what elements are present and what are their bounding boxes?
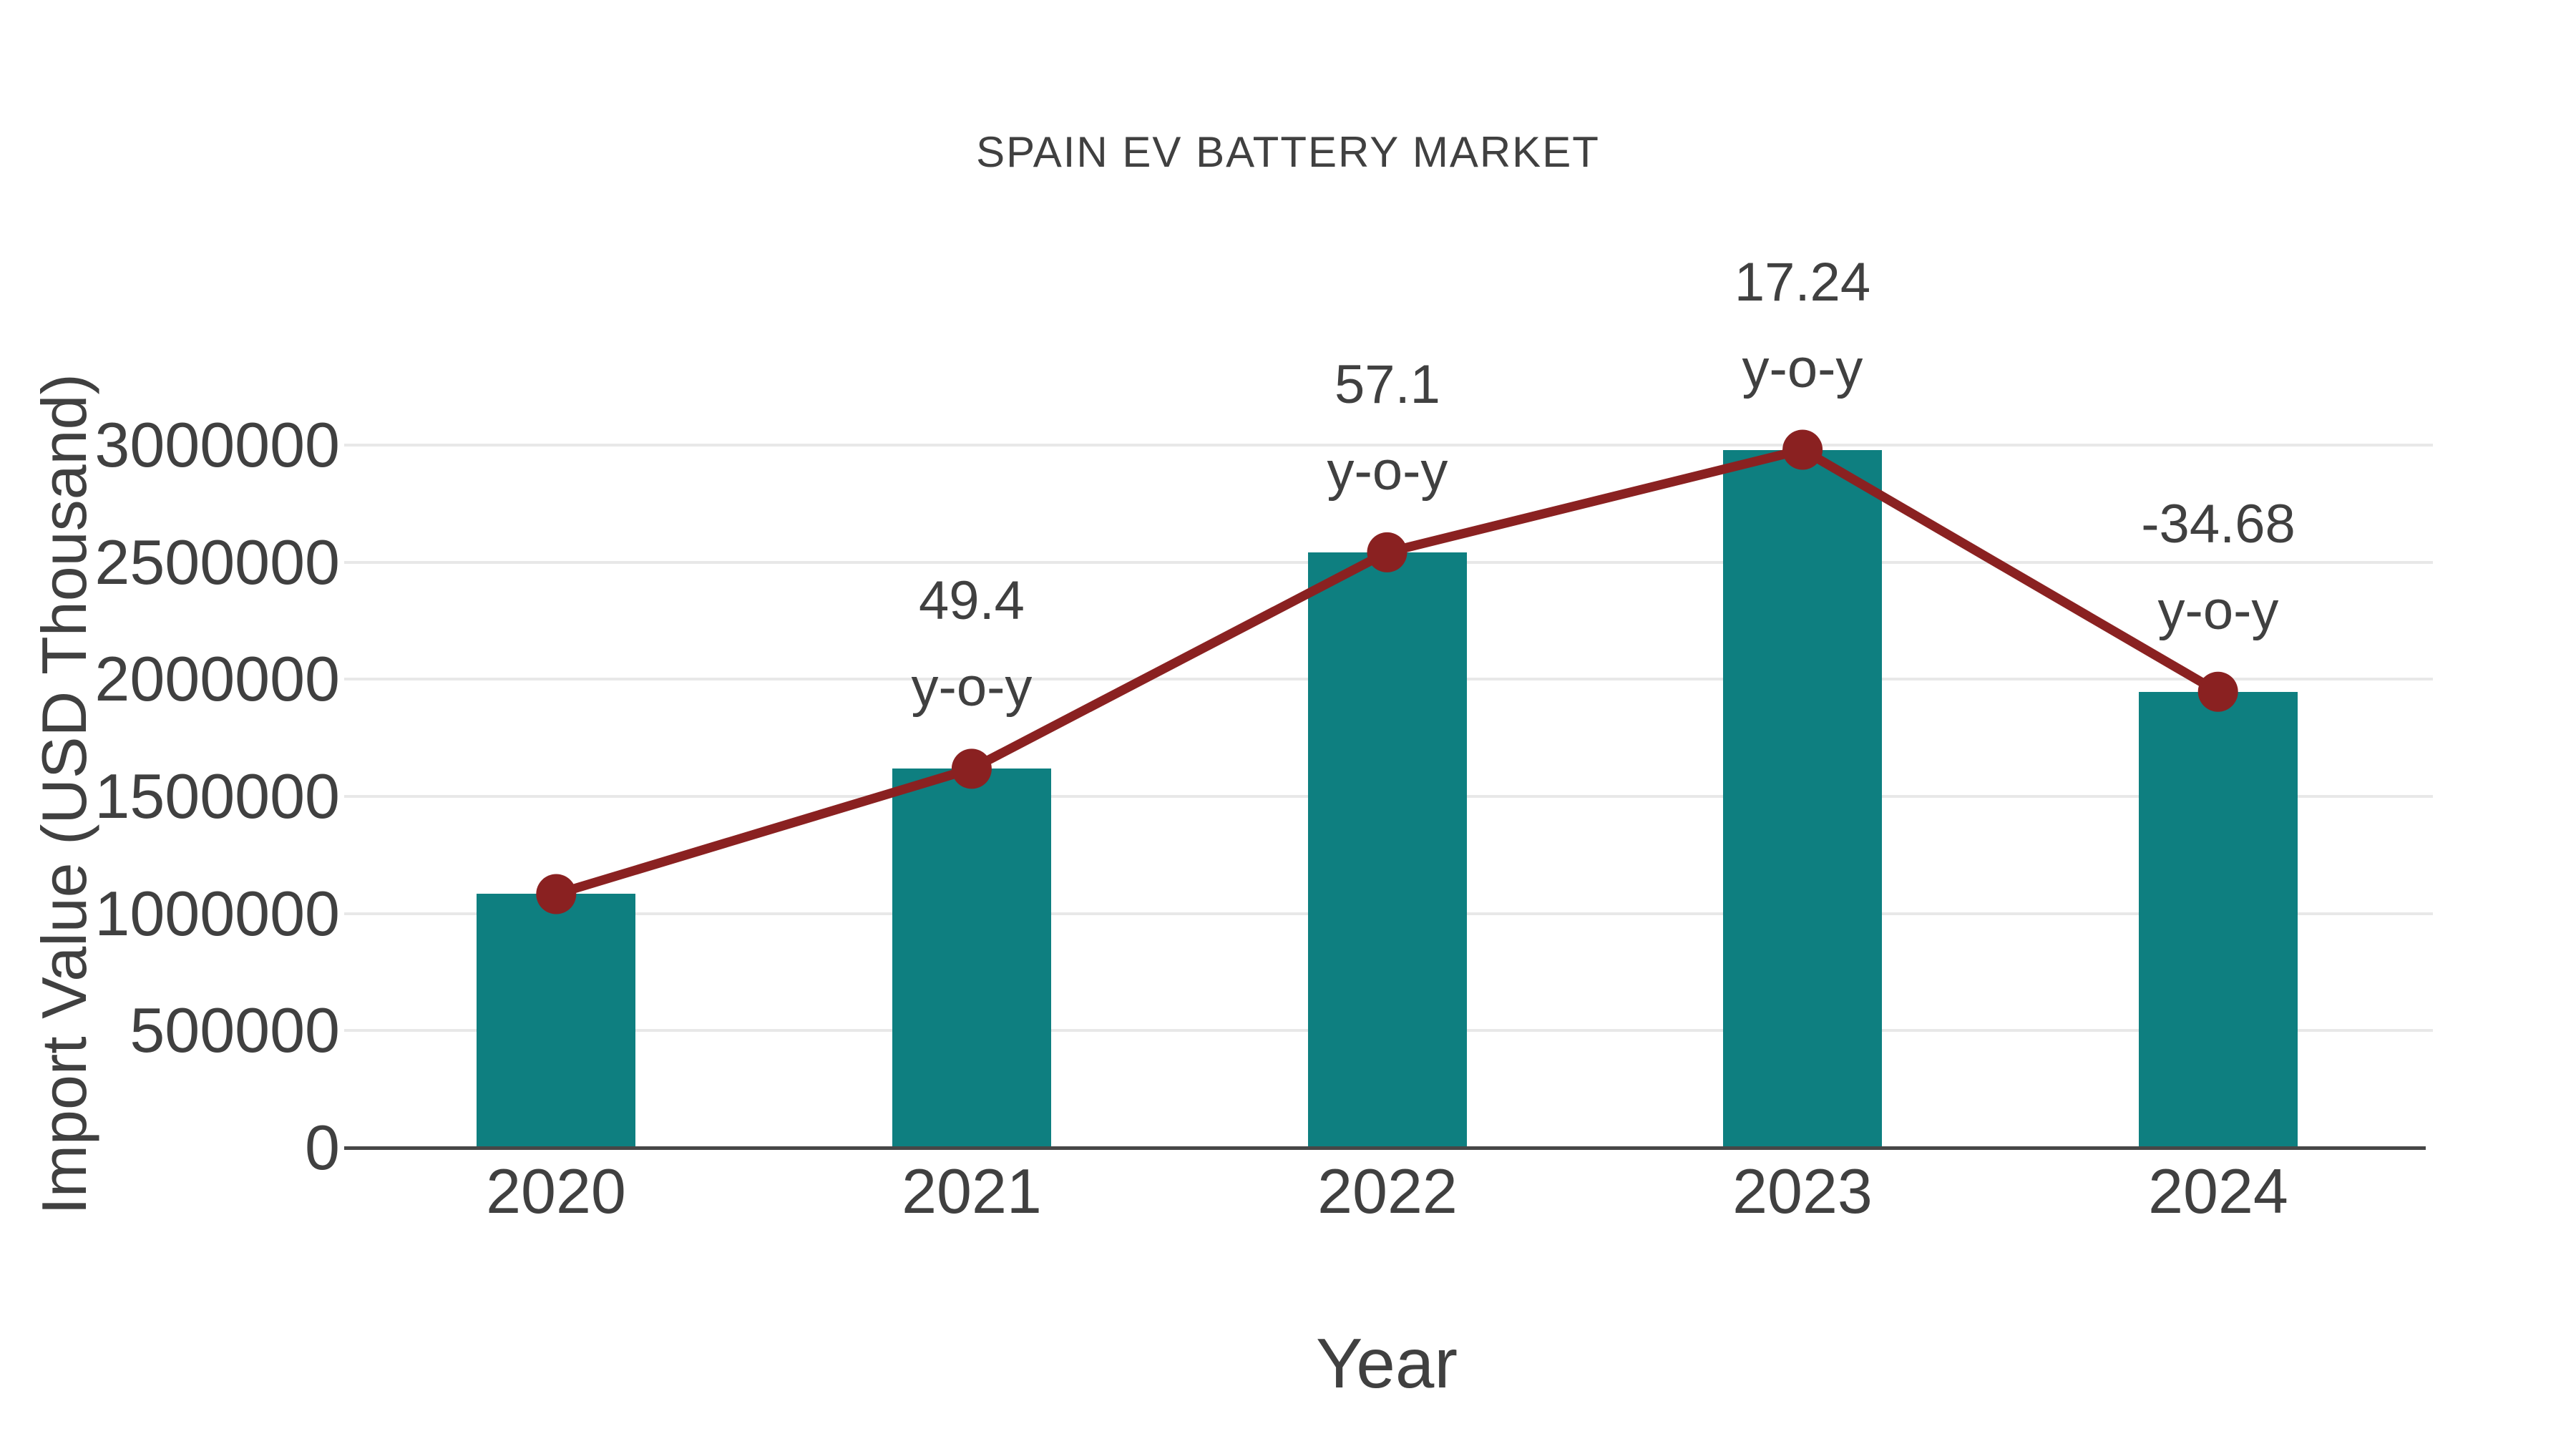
bar-2024 [2139,692,2298,1148]
x-tick-label-2022: 2022 [1317,1156,1458,1226]
yoy-annotation-2024: -34.68 y-o-y [1989,481,2447,654]
y-tick-label: 1500000 [94,761,340,831]
y-tick-label: 2000000 [94,643,340,714]
yoy-value: 49.4 [919,570,1025,631]
y-tick-label: 500000 [130,995,340,1065]
bar-2020 [477,894,635,1148]
yoy-annotation-2023: 17.24 y-o-y [1574,239,2031,412]
yoy-value: -34.68 [2141,494,2296,555]
yoy-suffix: y-o-y [1327,441,1448,502]
yoy-annotation-2022: 57.1 y-o-y [1158,341,1616,514]
yoy-value: 17.24 [1734,252,1871,313]
chart-title: SPAIN EV BATTERY MARKET [976,128,1600,176]
x-tick-label-2021: 2021 [902,1156,1042,1226]
x-axis-title: Year [1315,1324,1458,1402]
yoy-value: 57.1 [1335,354,1440,415]
yoy-suffix: y-o-y [2157,580,2279,641]
x-tick-label-2023: 2023 [1732,1156,1873,1226]
x-axis-line [344,1146,2426,1150]
y-tick-label: 3000000 [94,409,340,480]
bar-2021 [892,769,1051,1148]
y-tick-label: 2500000 [94,527,340,597]
yoy-suffix: y-o-y [911,657,1033,718]
y-tick-label: 1000000 [94,878,340,949]
y-tick-label: 0 [305,1112,340,1183]
bar-2022 [1308,552,1467,1148]
yoy-suffix: y-o-y [1742,338,1863,399]
x-tick-label-2020: 2020 [486,1156,626,1226]
bar-2023 [1723,450,1882,1148]
x-tick-label-2024: 2024 [2148,1156,2288,1226]
yoy-annotation-2021: 49.4 y-o-y [743,557,1201,731]
